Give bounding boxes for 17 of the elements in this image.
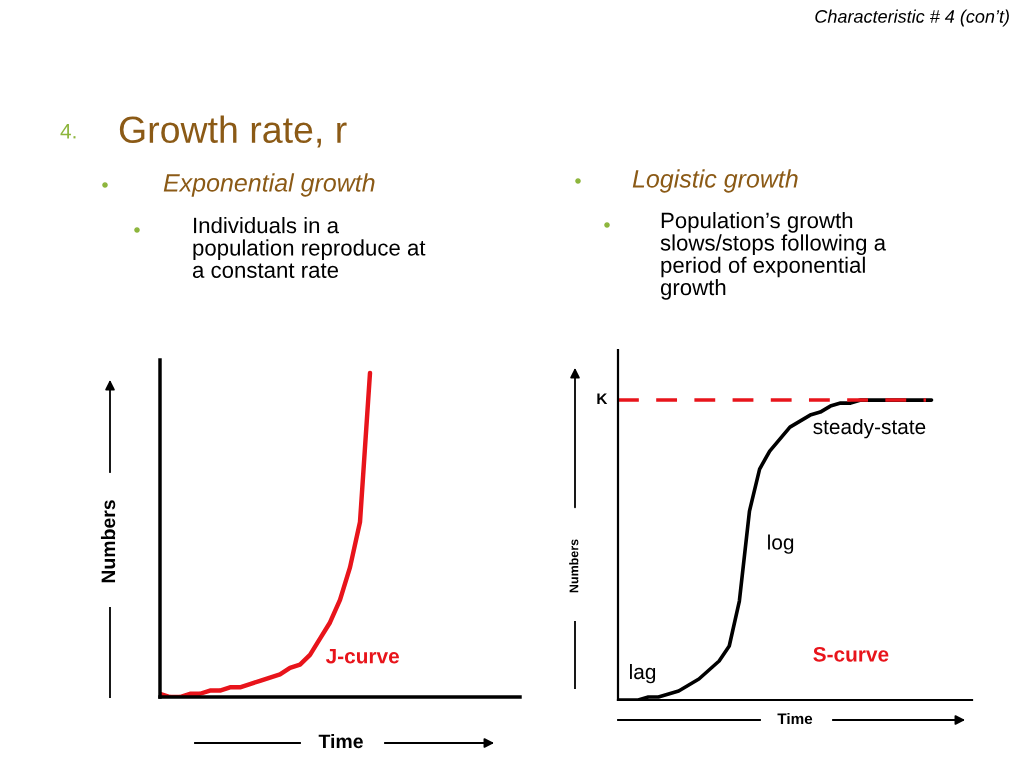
annotation: log	[768, 534, 794, 554]
text: Characteristic # 4 (con’t)	[815, 9, 1009, 27]
y-axis-title: Numbers	[569, 539, 579, 593]
text: Growth rate, r	[119, 115, 347, 148]
y-axis-title: Numbers	[100, 500, 116, 583]
chart-title: Exponential growth	[163, 173, 375, 197]
text: 4.	[60, 124, 76, 139]
chart-subtitle: Individuals in a population reproduce at a constant rate	[192, 217, 426, 278]
annotation: S-curve	[813, 646, 889, 662]
annotation: steady-state	[813, 418, 926, 439]
chart-subtitle: Population’s growth slows/stops following a period of exponential growth	[660, 212, 887, 300]
annotation: lag	[630, 663, 656, 684]
annotation: J-curve	[325, 648, 400, 664]
x-axis-title: Time	[777, 712, 813, 725]
x-axis-title: Time	[318, 733, 363, 749]
chart-title: Logistic growth	[632, 169, 798, 193]
ref-line-label: K	[597, 393, 608, 405]
